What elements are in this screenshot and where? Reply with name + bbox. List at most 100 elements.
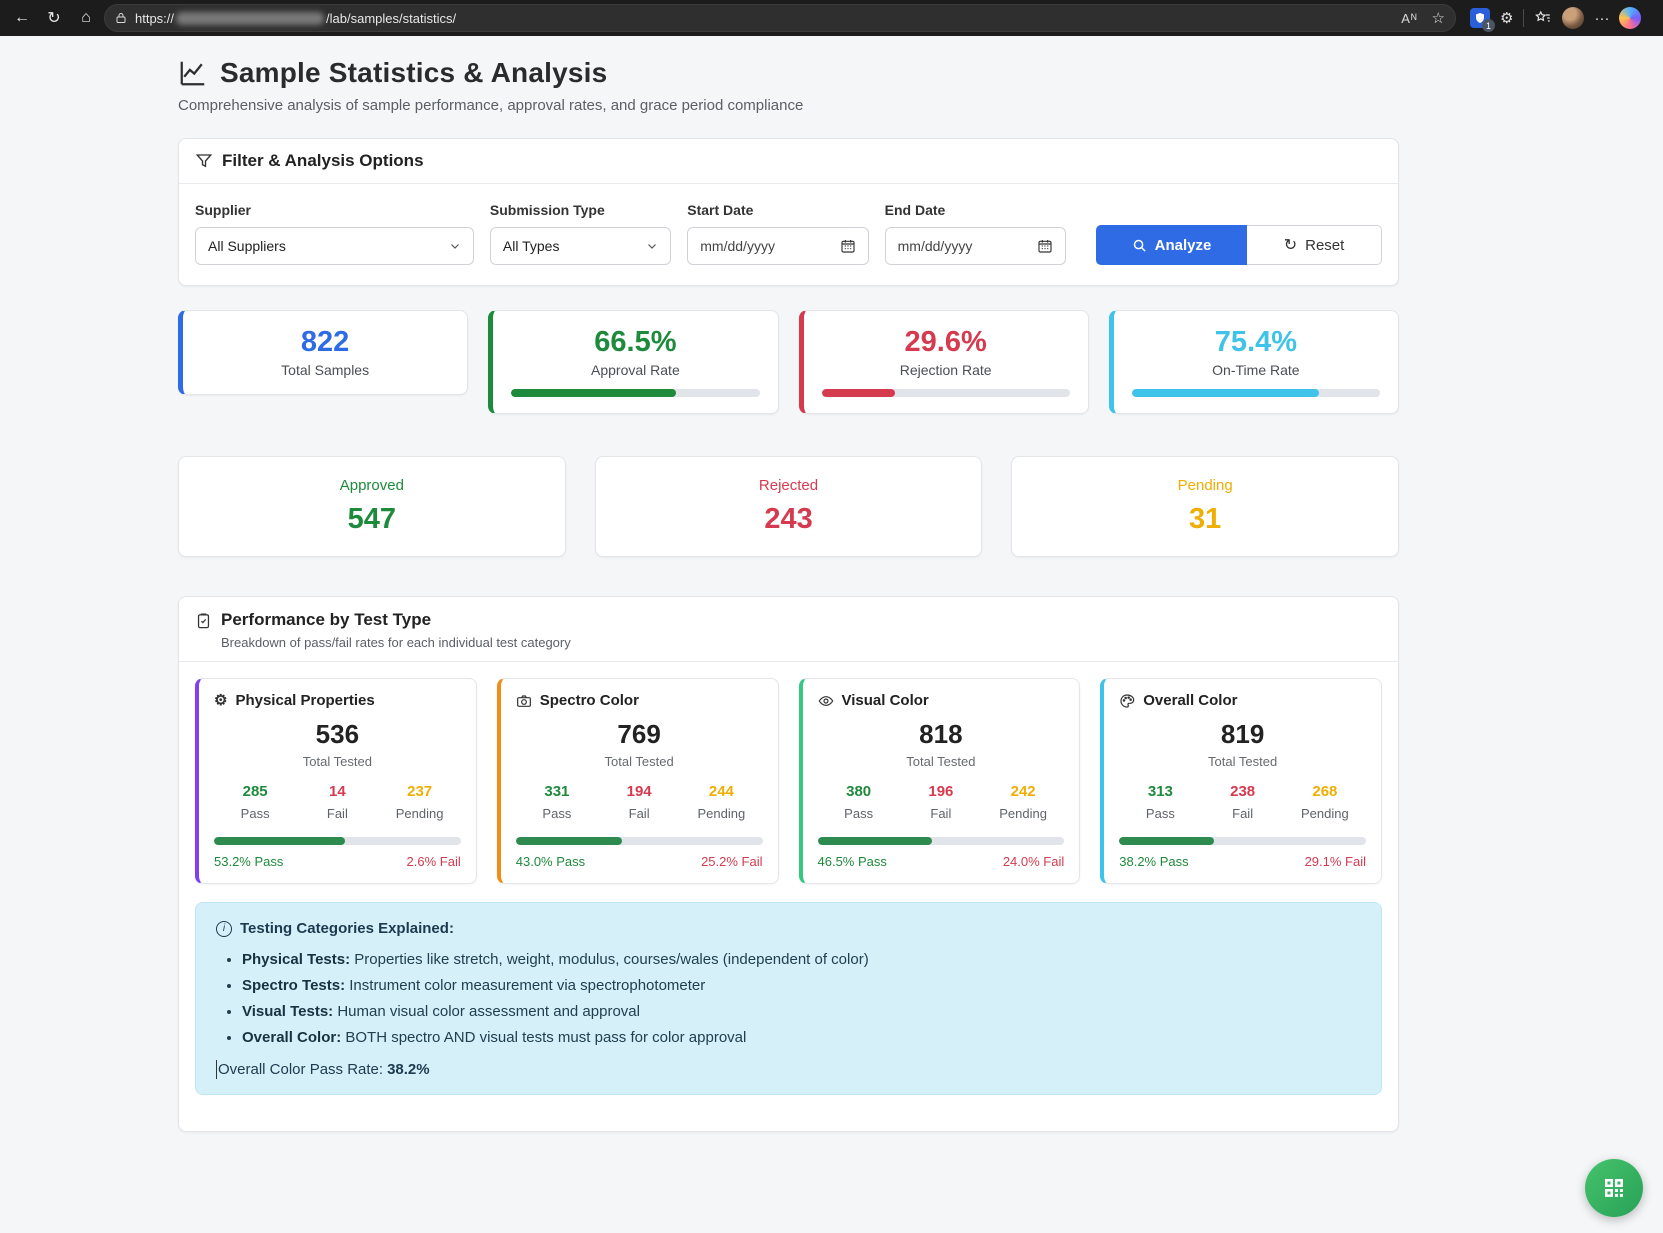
performance-subtitle: Breakdown of pass/fail rates for each in…	[221, 635, 571, 650]
filter-panel: Filter & Analysis Options Supplier All S…	[178, 138, 1399, 286]
password-extension-icon[interactable]: 1	[1470, 8, 1495, 32]
home-icon[interactable]: ⌂	[81, 9, 91, 26]
gear-icon: ⚙	[214, 692, 228, 709]
test-total: 769	[617, 719, 661, 749]
pending-count: 244	[708, 783, 734, 800]
testing-categories-info-box: i Testing Categories Explained: Physical…	[195, 902, 1382, 1095]
kpi-progress-fill	[1131, 389, 1319, 397]
chevron-down-icon	[646, 240, 658, 252]
supplier-select[interactable]: All Suppliers	[195, 227, 474, 265]
kpi-value: 822	[300, 326, 350, 358]
copilot-icon[interactable]	[1619, 7, 1642, 29]
chevron-down-icon	[449, 240, 461, 252]
fail-count: 238	[1230, 783, 1256, 800]
test-total: 536	[315, 719, 360, 749]
fail-rate-text: 24.0% Fail	[1002, 854, 1065, 869]
pass-caption: Pass	[1145, 806, 1175, 821]
kpi-progress-track	[1131, 389, 1380, 397]
kpi-value: 29.6%	[904, 326, 987, 358]
profile-avatar[interactable]	[1562, 7, 1585, 29]
kpi-value: 66.5%	[594, 326, 677, 358]
analyze-button[interactable]: Analyze	[1096, 225, 1248, 265]
kpi-progress-track	[821, 389, 1070, 397]
pass-count: 380	[846, 783, 872, 800]
qr-code-icon	[1601, 1175, 1627, 1201]
info-bullet-overall: Overall Color: BOTH spectro AND visual t…	[242, 1029, 1361, 1046]
pass-count: 313	[1147, 783, 1173, 800]
pending-count: 237	[407, 783, 433, 800]
chart-line-icon	[178, 58, 208, 88]
pass-rate-text: 43.0% Pass	[515, 854, 586, 869]
kpi-progress-track	[511, 389, 760, 397]
test-card-physical: ⚙ Physical Properties 536 Total Tested 2…	[195, 678, 477, 884]
pass-count: 331	[544, 783, 570, 800]
performance-title: Performance by Test Type	[221, 610, 432, 629]
test-total-label: Total Tested	[604, 754, 674, 769]
status-value: 243	[764, 503, 813, 535]
browser-menu-icon[interactable]: ···	[1594, 9, 1610, 27]
fail-rate-text: 29.1% Fail	[1304, 854, 1366, 869]
pass-rate-text: 46.5% Pass	[817, 854, 887, 869]
status-label: Pending	[1177, 477, 1233, 494]
address-bar[interactable]: https:// /lab/samples/statistics/ Aᴺ ☆	[104, 4, 1456, 32]
test-total: 819	[1220, 719, 1265, 749]
status-label: Rejected	[758, 477, 819, 494]
kpi-label: Approval Rate	[591, 362, 680, 378]
page-title: Sample Statistics & Analysis	[220, 57, 608, 88]
status-value: 547	[347, 503, 397, 535]
end-date-input[interactable]	[897, 238, 1030, 254]
browser-toolbar: ← ↻ ⌂ https:// /lab/samples/statistics/ …	[0, 0, 1663, 36]
fail-caption: Fail	[326, 806, 348, 821]
calendar-icon[interactable]	[840, 238, 856, 254]
performance-panel: Performance by Test Type Breakdown of pa…	[178, 596, 1399, 1132]
pass-caption: Pass	[240, 806, 270, 821]
info-icon: i	[216, 920, 232, 937]
pass-rate-text: 38.2% Pass	[1119, 854, 1189, 869]
kpi-label: On-Time Rate	[1212, 362, 1300, 378]
test-card-visual: Visual Color 818 Total Tested 380 Pass 19…	[798, 678, 1081, 884]
pass-progress-track	[214, 837, 461, 845]
kpi-row: 822 Total Samples 66.5% Approval Rate 29…	[178, 310, 1399, 414]
calendar-icon[interactable]	[1037, 238, 1053, 254]
reset-button[interactable]: ↻ Reset	[1247, 225, 1383, 265]
end-date-label: End Date	[884, 202, 946, 218]
submission-type-label: Submission Type	[489, 202, 605, 218]
submission-type-select[interactable]: All Types	[489, 227, 672, 265]
toolbar-divider	[1523, 9, 1525, 27]
fail-count: 196	[928, 783, 954, 800]
status-pending-card: Pending 31	[1011, 456, 1400, 557]
read-aloud-icon[interactable]: Aᴺ	[1401, 10, 1418, 26]
end-date-field[interactable]	[884, 227, 1067, 265]
extensions-icon[interactable]: ⚙	[1500, 10, 1514, 27]
palette-icon	[1119, 693, 1135, 709]
info-bullet-visual: Visual Tests: Human visual color assessm…	[242, 1003, 1361, 1020]
search-icon	[1132, 238, 1147, 253]
pass-caption: Pass	[542, 806, 572, 821]
fail-count: 14	[329, 783, 346, 800]
kpi-value: 75.4%	[1214, 326, 1297, 358]
pending-caption: Pending	[697, 806, 746, 821]
text-caret	[216, 1060, 217, 1079]
favorites-hub-icon[interactable]	[1534, 9, 1552, 27]
start-date-input[interactable]	[700, 238, 832, 254]
fail-rate-text: 2.6% Fail	[406, 854, 461, 869]
kpi-approval-rate: 66.5% Approval Rate	[488, 310, 779, 414]
start-date-field[interactable]	[687, 227, 869, 265]
url-text: https:// /lab/samples/statistics/	[135, 10, 457, 26]
pending-caption: Pending	[999, 806, 1047, 821]
fail-caption: Fail	[930, 806, 952, 821]
kpi-progress-fill	[821, 389, 895, 397]
fail-caption: Fail	[628, 806, 650, 821]
status-value: 31	[1189, 503, 1222, 535]
test-total-label: Total Tested	[1208, 754, 1278, 769]
eye-icon	[818, 693, 834, 709]
refresh-icon[interactable]: ↻	[47, 10, 61, 27]
status-row: Approved 547 Rejected 243 Pending 31	[178, 456, 1400, 557]
supplier-label: Supplier	[195, 202, 252, 218]
qr-code-fab[interactable]	[1585, 1159, 1643, 1217]
back-icon[interactable]: ←	[14, 9, 30, 26]
test-total-label: Total Tested	[906, 754, 976, 769]
pass-progress-track	[515, 837, 763, 845]
favorite-star-icon[interactable]: ☆	[1431, 10, 1445, 27]
pass-progress-track	[817, 837, 1065, 845]
